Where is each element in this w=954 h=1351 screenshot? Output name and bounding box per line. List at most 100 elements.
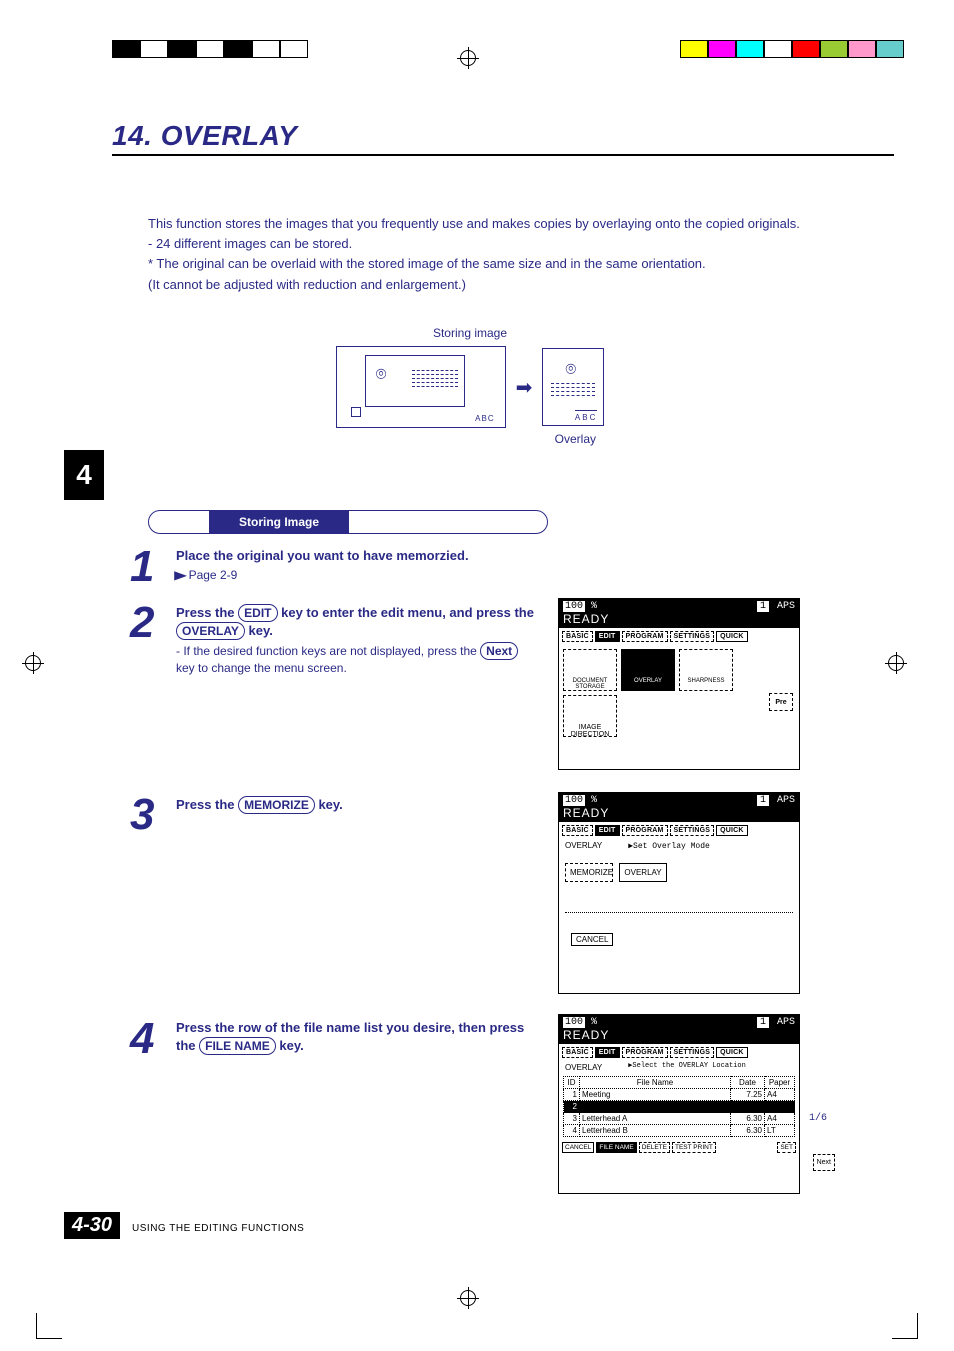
file-name-key: FILE NAME <box>199 1037 276 1055</box>
memorize-key: MEMORIZE <box>238 796 315 814</box>
step-number: 1 <box>130 542 154 592</box>
step-text: Press the EDIT key to enter the edit men… <box>176 604 540 640</box>
step-text: Press the row of the file name list you … <box>176 1020 540 1055</box>
step-subtext: - If the desired function keys are not d… <box>176 642 540 677</box>
intro-line: - 24 different images can be stored. <box>148 235 804 253</box>
tab-basic[interactable]: BASIC <box>562 631 593 642</box>
memorize-button[interactable]: MEMORIZE <box>565 863 613 882</box>
softkey-document-storage[interactable]: DOCUMENT STORAGE <box>563 649 617 691</box>
footer-label: USING THE EDITING FUNCTIONS <box>132 1223 304 1234</box>
intro-line: (It cannot be adjusted with reduction an… <box>148 276 804 294</box>
registration-target-icon <box>460 50 476 66</box>
next-button[interactable]: Next <box>813 1154 835 1171</box>
screen-tabs: BASIC EDIT PROGRAM SETTINGS QUICK <box>559 822 799 839</box>
col-id: ID <box>564 1077 580 1089</box>
table-row[interactable]: 3Letterhead A6.30A4 <box>564 1113 795 1125</box>
overlay-key: OVERLAY <box>176 622 245 640</box>
page-reference: ▶ Page 2-9 <box>176 567 804 584</box>
tab-quick[interactable]: QUICK <box>716 631 748 642</box>
table-row[interactable]: 2 <box>564 1101 795 1113</box>
screen-tabs: BASIC EDIT PROGRAM SETTINGS QUICK <box>559 628 799 645</box>
col-date: Date <box>731 1077 765 1089</box>
page-footer: 4-30 USING THE EDITING FUNCTIONS <box>64 1212 304 1239</box>
step-text: Press the MEMORIZE key. <box>176 796 540 814</box>
qty: 1 <box>757 601 769 612</box>
file-name-button[interactable]: FILE NAME <box>596 1142 636 1153</box>
tab-settings[interactable]: SETTINGS <box>670 1047 715 1058</box>
diagram-label-overlay: Overlay <box>330 432 610 446</box>
tab-basic[interactable]: BASIC <box>562 825 593 836</box>
step-4: 4 Press the row of the file name list yo… <box>130 1020 540 1055</box>
step-3: 3 Press the MEMORIZE key. <box>130 796 540 814</box>
set-button[interactable]: SET <box>777 1142 796 1153</box>
tab-program[interactable]: PROGRAM <box>622 825 668 836</box>
tab-edit[interactable]: EDIT <box>595 631 620 642</box>
delete-button[interactable]: DELETE <box>639 1142 670 1153</box>
overlay-diagram: Storing image ⌾ ABC ➡ ⌾ ABC Overlay <box>330 326 610 446</box>
tab-basic[interactable]: BASIC <box>562 1047 593 1058</box>
print-bar-color <box>680 40 904 58</box>
overlay-prompt: ▶Select the OVERLAY Location <box>628 1063 746 1072</box>
section-header: Storing Image <box>148 510 548 534</box>
abc-label: ABC <box>575 410 597 422</box>
step-text: Place the original you want to have memo… <box>176 548 804 565</box>
step-number: 4 <box>130 1014 154 1064</box>
page-number: 4-30 <box>64 1212 120 1239</box>
softkey-sharpness[interactable]: SHARPNESS <box>679 649 733 691</box>
tab-quick[interactable]: QUICK <box>716 1047 748 1058</box>
step-1: 1 Place the original you want to have me… <box>130 548 804 584</box>
col-filename: File Name <box>580 1077 731 1089</box>
screen-header: 100 % 1 APS READY <box>559 599 799 628</box>
device-screen-file-list: 100 % 1 APS READY BASIC EDIT PROGRAM SET… <box>558 1014 800 1194</box>
cancel-button[interactable]: CANCEL <box>571 933 613 946</box>
step-number: 2 <box>130 598 154 648</box>
softkey-pre[interactable]: Pre <box>769 693 793 711</box>
test-print-button[interactable]: TEST PRINT <box>672 1142 716 1153</box>
section-label: Storing Image <box>209 511 349 533</box>
page-indicator: 1/6 <box>809 1113 827 1124</box>
overlay-label: OVERLAY <box>565 1063 602 1072</box>
registration-marks <box>0 40 954 80</box>
arrow-right-icon: ➡ <box>516 375 533 400</box>
softkey-overlay[interactable]: OVERLAY <box>621 649 675 691</box>
tab-quick[interactable]: QUICK <box>716 825 748 836</box>
screen-tabs: BASIC EDIT PROGRAM SETTINGS QUICK <box>559 1044 799 1061</box>
edit-key: EDIT <box>238 604 277 622</box>
print-bar-bw <box>112 40 308 58</box>
overlay-label: OVERLAY <box>565 841 602 851</box>
softkey-image-direction[interactable]: IMAGE DIRECTION <box>563 695 617 737</box>
cancel-button[interactable]: CANCEL <box>562 1142 594 1153</box>
table-row[interactable]: 1Meeting7.25A4 <box>564 1089 795 1101</box>
tab-program[interactable]: PROGRAM <box>622 631 668 642</box>
next-key: Next <box>480 642 518 660</box>
registration-target-icon <box>888 655 904 671</box>
tab-edit[interactable]: EDIT <box>595 1047 620 1058</box>
tab-program[interactable]: PROGRAM <box>622 1047 668 1058</box>
step-number: 3 <box>130 790 154 840</box>
table-row[interactable]: 4Letterhead B6.30LT <box>564 1125 795 1137</box>
step-2: 2 Press the EDIT key to enter the edit m… <box>130 604 540 677</box>
crop-mark-icon <box>36 1313 62 1339</box>
apple-icon: ⌾ <box>565 359 576 380</box>
tab-settings[interactable]: SETTINGS <box>670 825 715 836</box>
tab-settings[interactable]: SETTINGS <box>670 631 715 642</box>
page-ref-value: 2-9 <box>220 568 237 582</box>
device-screen-overlay-mode: 100 % 1 APS READY BASIC EDIT PROGRAM SET… <box>558 792 800 994</box>
intro-text: This function stores the images that you… <box>148 215 804 296</box>
registration-target-icon <box>460 1290 476 1306</box>
overlay-prompt: ▶Set Overlay Mode <box>628 841 710 851</box>
col-paper: Paper <box>765 1077 795 1089</box>
scanner-illustration: ⌾ ABC <box>336 346 506 428</box>
intro-line: * The original can be overlaid with the … <box>148 255 804 273</box>
registration-target-icon <box>25 655 41 671</box>
intro-line: This function stores the images that you… <box>148 215 804 233</box>
crop-mark-icon <box>892 1313 918 1339</box>
triangle-right-icon: ▶ <box>174 567 187 584</box>
screen-header: 100 % 1 APS READY <box>559 1015 799 1044</box>
zoom-pct: 100 <box>563 601 585 612</box>
page-title: 14. OVERLAY <box>112 120 894 156</box>
chapter-tab: 4 <box>64 450 104 500</box>
overlay-button[interactable]: OVERLAY <box>619 863 667 882</box>
diagram-label-storing: Storing image <box>330 326 610 340</box>
tab-edit[interactable]: EDIT <box>595 825 620 836</box>
